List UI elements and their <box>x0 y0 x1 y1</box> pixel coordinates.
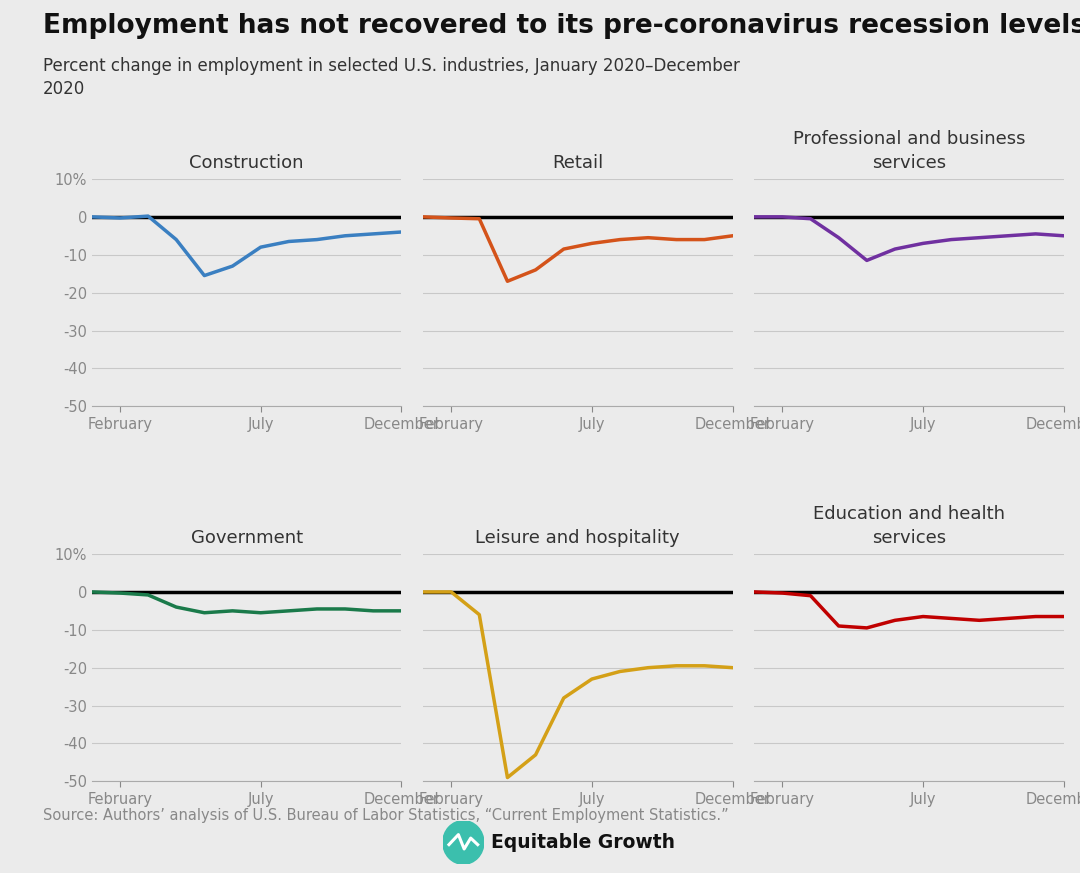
Title: Government: Government <box>190 529 302 546</box>
Text: Employment has not recovered to its pre-coronavirus recession levels: Employment has not recovered to its pre-… <box>43 13 1080 39</box>
Text: Source: Authors’ analysis of U.S. Bureau of Labor Statistics, “Current Employmen: Source: Authors’ analysis of U.S. Bureau… <box>43 808 729 822</box>
Text: Percent change in employment in selected U.S. industries, January 2020–December
: Percent change in employment in selected… <box>43 57 740 99</box>
Title: Retail: Retail <box>552 154 604 172</box>
Text: Equitable Growth: Equitable Growth <box>491 833 675 852</box>
Circle shape <box>443 821 484 864</box>
Title: Professional and business
services: Professional and business services <box>793 130 1025 172</box>
Title: Leisure and hospitality: Leisure and hospitality <box>475 529 680 546</box>
Title: Education and health
services: Education and health services <box>813 505 1005 546</box>
Title: Construction: Construction <box>189 154 303 172</box>
